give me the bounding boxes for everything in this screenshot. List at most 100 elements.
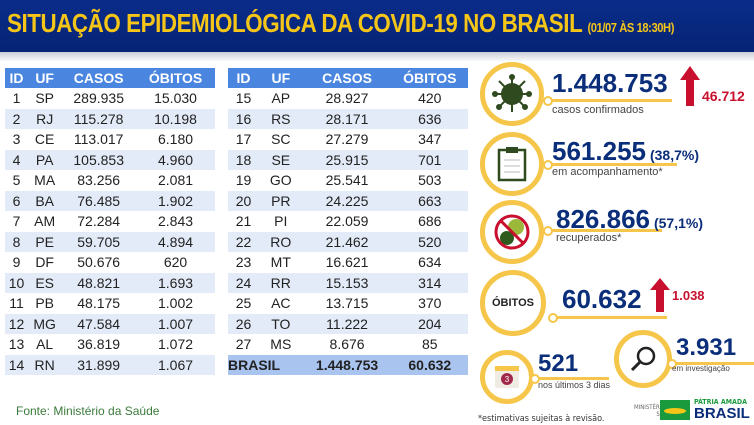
table-cell: 27 — [235, 336, 252, 353]
table-row: 23 MT 16.621 634 — [228, 252, 468, 273]
table-row: 15 AP 28.927 420 — [228, 88, 468, 109]
table-cell: 347 — [418, 131, 442, 148]
table-cell: 25.915 — [302, 149, 392, 170]
clipboard-icon — [497, 147, 527, 182]
table-row: 5 MA 83.256 2.081 — [5, 170, 215, 191]
table-cell: 620 — [163, 254, 188, 271]
search-icon-circle — [614, 330, 672, 388]
table-cell: 36.819 — [77, 336, 121, 353]
table-cell: 24.225 — [302, 190, 392, 211]
table-cell: 22.059 — [325, 213, 369, 230]
table-cell: 2.081 — [158, 172, 194, 189]
table-cell: ES — [28, 272, 62, 293]
page-title: SITUAÇÃO EPIDEMIOLÓGICA DA COVID-19 NO B… — [7, 8, 674, 38]
table-row: 22 RO 21.462 520 — [228, 231, 468, 252]
table-cell: TO — [259, 313, 303, 334]
table-row: 4 PA 105.853 4.960 — [5, 149, 215, 170]
table-row: 1 SP 289.935 15.030 — [5, 88, 215, 109]
table-cell: 6.180 — [158, 131, 194, 148]
recovered-value: 826.866 (57,1%) — [556, 204, 704, 234]
table-cell: 28.927 — [325, 90, 369, 107]
table-row: 26 TO 11.222 204 — [228, 313, 468, 334]
table-cell: PE — [28, 231, 62, 252]
table-cell: 1.002 — [158, 295, 194, 312]
table-cell: 204 — [391, 313, 468, 334]
table-cell: 15.153 — [302, 272, 392, 293]
table-cell: RO — [259, 231, 303, 252]
table-cell: 59.705 — [61, 231, 137, 252]
table-row: 2 RJ 115.278 10.198 — [5, 108, 215, 129]
table-cell: 1.072 — [158, 336, 194, 353]
table-cell: MA — [34, 172, 56, 189]
table-cell: AL — [36, 336, 54, 353]
table-cell: 13 — [8, 336, 25, 353]
table-cell: 420 — [418, 90, 442, 107]
table-row: 16 RS 28.171 636 — [228, 108, 468, 129]
states-table-2: ID UF CASOS ÓBITOS 15 AP 28.927 420 16 RS 28.171 63… — [228, 68, 468, 375]
table-cell: 5 — [12, 172, 21, 189]
up-arrow-icon — [650, 278, 670, 312]
table-cell: 3 — [12, 131, 21, 148]
last3-label: nos últimos 3 dias — [538, 380, 611, 390]
table-cell: 48.821 — [61, 272, 137, 293]
up-arrow-icon — [680, 66, 700, 106]
table-row: 8 PE 59.705 4.894 — [5, 231, 215, 252]
table-cell: MG — [28, 313, 62, 334]
monitoring-value: 561.255 (38,7%) — [552, 136, 700, 166]
table-cell: 31.899 — [61, 354, 137, 375]
header-shadow — [0, 52, 754, 62]
column-header: CASOS — [302, 68, 392, 88]
table-cell: 1.007 — [136, 313, 215, 334]
table-row: 24 RR 15.153 314 — [228, 272, 468, 293]
deaths-badge-circle: ÓBITOS — [480, 270, 546, 336]
table-cell: AM — [34, 213, 56, 230]
table-cell: 20 — [228, 190, 260, 211]
table-cell: SE — [259, 149, 303, 170]
calendar-icon: 3 — [495, 366, 519, 388]
table-cell: DF — [35, 254, 54, 271]
recovered-icon-circle — [480, 200, 544, 264]
states-table-1: ID UF CASOS ÓBITOS 1 SP 289.935 15.030 2 RJ 115.27… — [5, 68, 215, 375]
table-cell: 21.462 — [302, 231, 392, 252]
table-cell: 105.853 — [61, 149, 137, 170]
confirmed-value: 1.448.753 — [552, 68, 668, 98]
last3-value: 521 — [538, 350, 579, 377]
table-row: 10 ES 48.821 1.693 — [5, 272, 215, 293]
table-cell: BA — [28, 190, 62, 211]
table-cell: 314 — [391, 272, 468, 293]
connector-line — [552, 229, 662, 232]
table-cell: MS — [270, 336, 292, 353]
table-cell: SC — [271, 131, 291, 148]
table-cell: 2.843 — [158, 213, 194, 230]
table-cell: 50.676 — [77, 254, 121, 271]
table-cell: 18 — [228, 149, 260, 170]
table-cell: MT — [270, 254, 291, 271]
connector-line — [552, 99, 672, 102]
brasil-logo: PÁTRIA AMADA BRASIL — [660, 398, 750, 424]
connector-line — [676, 362, 754, 365]
table-cell: 47.584 — [61, 313, 137, 334]
table-cell: 13.715 — [325, 295, 369, 312]
total-row: BRASIL 1.448.753 60.632 — [228, 354, 468, 375]
table-cell: 1 — [12, 90, 21, 107]
table-cell: 25 — [235, 295, 252, 312]
connector-line — [552, 163, 677, 166]
confirmed-delta: 46.712 — [702, 88, 745, 104]
deaths-delta: 1.038 — [672, 288, 705, 303]
table-header-row: ID UF CASOS ÓBITOS — [5, 68, 215, 88]
no-virus-icon — [494, 214, 530, 250]
column-header: CASOS — [61, 68, 137, 88]
table-row: 12 MG 47.584 1.007 — [5, 313, 215, 334]
column-header: UF — [259, 68, 303, 88]
table-cell: AC — [271, 295, 291, 312]
table-cell: 10 — [5, 272, 28, 293]
table-row: 17 SC 27.279 347 — [228, 129, 468, 150]
table-cell: 636 — [391, 108, 468, 129]
table-cell: 503 — [418, 172, 442, 189]
table-cell: GO — [269, 172, 292, 189]
table-row: 19 GO 25.541 503 — [228, 170, 468, 191]
table-cell: 22 — [228, 231, 260, 252]
table-row: 14 RN 31.899 1.067 — [5, 354, 215, 375]
table-cell: 24 — [228, 272, 260, 293]
source-text: Fonte: Ministério da Saúde — [16, 404, 160, 418]
